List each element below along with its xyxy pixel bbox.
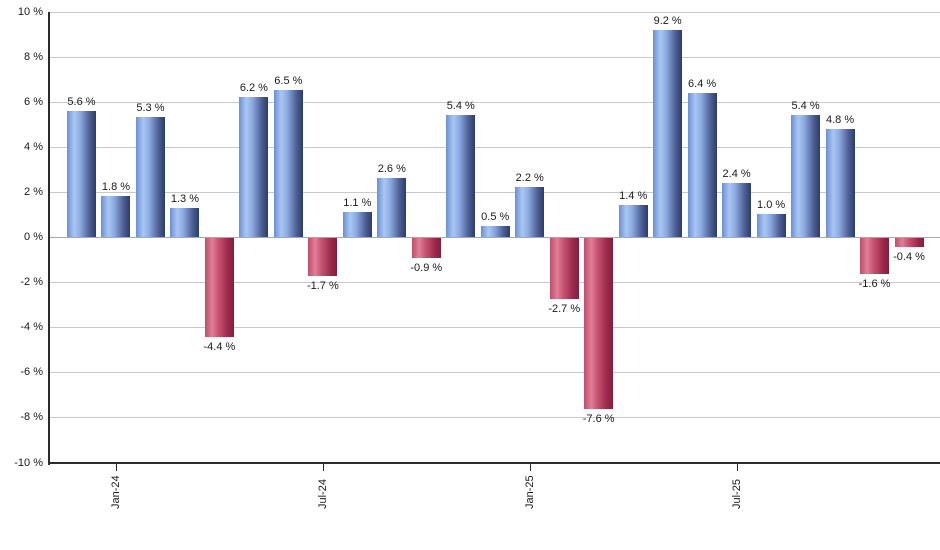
y-axis-line [48, 11, 50, 465]
x-axis-tick-Jan-24 [115, 463, 117, 471]
gridline--4 [48, 327, 940, 329]
bar-Aug-25[interactable] [756, 214, 786, 237]
bar-value-label-Jul-25: 2.4 % [722, 167, 751, 180]
bar-May-24[interactable] [239, 97, 269, 237]
bar-value-label-Aug-25: 1.0 % [757, 199, 786, 212]
gridline-8 [48, 56, 940, 58]
bar-value-label-Dec-25: -0.4 % [893, 251, 925, 264]
bar-May-25[interactable] [653, 29, 683, 237]
y-axis-label-10: 10 % [17, 5, 43, 18]
bar-Feb-25[interactable] [549, 238, 579, 299]
x-axis-tick-Jul-24 [322, 463, 324, 471]
bar-value-label-Jul-24: -1.7 % [306, 280, 339, 293]
y-axis-label--2: -2 % [20, 276, 43, 289]
y-axis-label--8: -8 % [20, 411, 43, 424]
x-axis-label-Jul-24: Jul-24 [316, 479, 329, 509]
bar-value-label-Apr-24: -4.4 % [203, 341, 236, 354]
bar-Dec-25[interactable] [894, 238, 924, 248]
bar-value-label-Sep-25: 5.4 % [791, 100, 820, 113]
bar-Nov-25[interactable] [860, 238, 890, 275]
bar-Jan-25[interactable] [515, 187, 545, 237]
bar-value-label-Dec-24: 0.5 % [481, 210, 510, 223]
bar-Sep-24[interactable] [377, 178, 407, 237]
y-axis-label-8: 8 % [24, 50, 43, 63]
gridline--8 [48, 417, 940, 419]
bar-Nov-24[interactable] [446, 115, 476, 237]
x-axis-label-Jan-25: Jan-25 [523, 475, 536, 509]
gridline-2 [48, 191, 940, 193]
y-axis-label--6: -6 % [20, 366, 43, 379]
bar-value-label-May-25: 9.2 % [653, 14, 682, 27]
gridline-6 [48, 101, 940, 103]
x-axis-tick-Jul-25 [736, 463, 738, 471]
x-axis-label-Jan-24: Jan-24 [109, 475, 122, 509]
bar-Jun-24[interactable] [273, 90, 303, 237]
bar-value-label-Aug-24: 1.1 % [343, 197, 372, 210]
bar-value-label-Sep-24: 2.6 % [377, 163, 406, 176]
x-axis-label-Jul-25: Jul-25 [730, 479, 743, 509]
bar-value-label-Jun-24: 6.5 % [274, 75, 303, 88]
bar-value-label-Jan-24: 1.8 % [101, 181, 131, 194]
bar-value-label-Oct-25: 4.8 % [825, 113, 855, 126]
gridline--2 [48, 282, 940, 284]
gridline-10 [48, 11, 940, 13]
y-axis-label-6: 6 % [24, 95, 43, 108]
bar-value-label-Dec-23: 5.6 % [67, 95, 96, 108]
gridline-4 [48, 146, 940, 148]
bar-value-label-Mar-25: -7.6 % [582, 413, 615, 426]
bar-Oct-24[interactable] [411, 238, 441, 259]
bar-value-label-Nov-24: 5.4 % [446, 100, 475, 113]
bar-Mar-24[interactable] [170, 207, 200, 237]
bar-Jan-24[interactable] [101, 196, 131, 237]
bar-Dec-24[interactable] [480, 225, 510, 237]
y-axis-label-4: 4 % [24, 140, 43, 153]
bar-value-label-Apr-25: 1.4 % [619, 190, 648, 203]
bar-Mar-25[interactable] [584, 238, 614, 410]
bar-Dec-23[interactable] [67, 110, 96, 237]
bar-Jul-24[interactable] [308, 238, 338, 277]
x-axis-tick-Jan-25 [529, 463, 531, 471]
bar-value-label-Oct-24: -0.9 % [410, 262, 443, 275]
y-axis-label--10: -10 % [14, 456, 43, 469]
bar-Apr-24[interactable] [204, 238, 234, 338]
bar-value-label-Nov-25: -1.6 % [858, 278, 891, 291]
bar-value-label-May-24: 6.2 % [239, 82, 268, 95]
y-axis-label-2: 2 % [24, 185, 43, 198]
bar-value-label-Jun-25: 6.4 % [688, 77, 717, 90]
x-axis-line [48, 462, 940, 464]
bar-Oct-25[interactable] [825, 128, 855, 237]
bar-value-label-Mar-24: 1.3 % [170, 192, 199, 205]
y-axis-label-0: 0 % [24, 231, 43, 243]
y-axis-label--4: -4 % [20, 321, 43, 334]
bar-value-label-Feb-24: 5.3 % [136, 102, 165, 115]
bar-Feb-24[interactable] [135, 117, 165, 237]
bar-Jul-25[interactable] [722, 182, 752, 237]
bar-Jun-25[interactable] [687, 92, 717, 237]
bar-Aug-24[interactable] [342, 212, 372, 237]
bar-Apr-25[interactable] [618, 205, 648, 237]
bar-value-label-Jan-25: 2.2 % [515, 172, 544, 185]
bar-value-label-Feb-25: -2.7 % [548, 302, 581, 315]
gridline-0 [48, 237, 940, 238]
gridline--6 [48, 372, 940, 374]
bar-Sep-25[interactable] [791, 115, 821, 237]
